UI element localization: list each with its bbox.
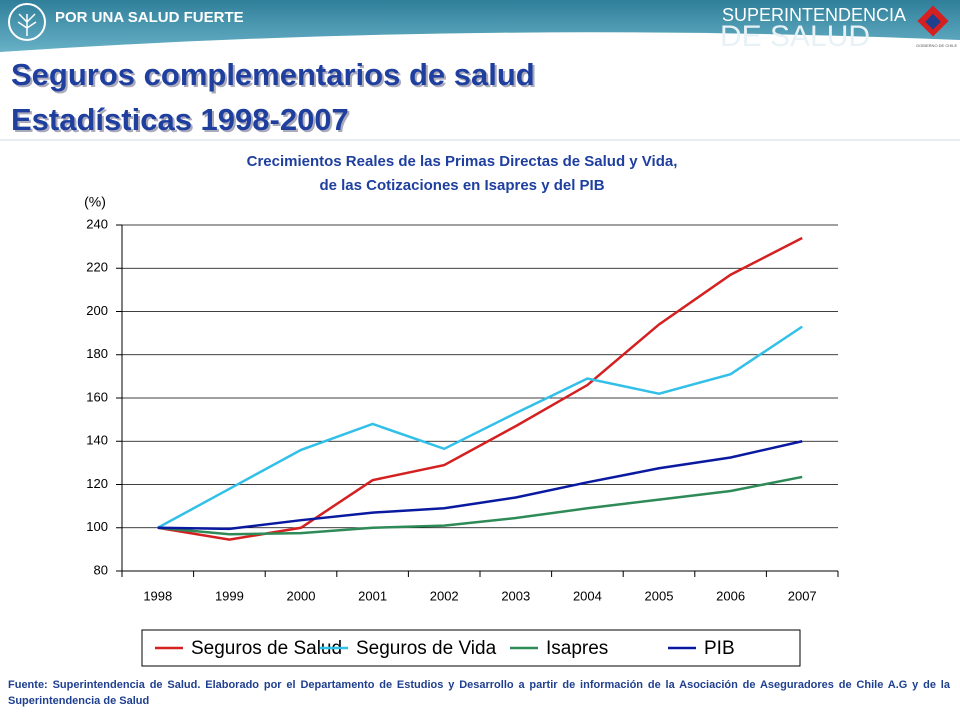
x-tick-label: 2006 [716,588,745,603]
y-tick-label: 200 [86,303,108,318]
y-tick-label: 100 [86,519,108,534]
tree-logo-branches [17,13,37,36]
y-axis-label: (%) [84,194,106,210]
title-line1: Seguros complementarios de salud [11,57,535,92]
title-shadow: Estadísticas 1998-2007 [13,104,351,139]
brand-line1: SUPERINTENDENCIA [722,5,906,25]
y-tick-label: 120 [86,476,108,491]
x-tick-label: 2002 [430,588,459,603]
y-tick-label: 80 [94,562,108,577]
y-tick-label: 220 [86,260,108,275]
x-tick-label: 1999 [215,588,244,603]
x-tick-label: 2004 [573,588,602,603]
y-tick-label: 140 [86,433,108,448]
x-tick-label: 2007 [788,588,817,603]
y-tick-label: 180 [86,346,108,361]
legend-label: Isapres [546,638,608,659]
brand-small: GOBIERNO DE CHILE [916,43,957,48]
y-tick-label: 240 [86,216,108,231]
footnote: Fuente: Superintendencia de Salud. Elabo… [8,679,950,707]
x-tick-label: 1998 [143,588,172,603]
legend-label: PIB [704,638,735,659]
x-tick-label: 2005 [645,588,674,603]
series-line [157,325,803,529]
chart-title: Crecimientos Reales de las Primas Direct… [247,153,678,170]
y-tick-label: 160 [86,389,108,404]
legend-label: Seguros de Salud [191,638,342,659]
brand-line2: DE SALUD [720,20,870,53]
title-shadow: Seguros complementarios de salud [13,59,537,94]
legend-label: Seguros de Vida [356,638,497,659]
x-tick-label: 2003 [501,588,530,603]
series-line [157,475,803,536]
banner-swoosh [0,32,960,58]
series-line [157,440,803,531]
chart-title: de las Cotizaciones en Isapres y del PIB [319,177,604,194]
title-line2: Estadísticas 1998-2007 [11,102,349,137]
x-tick-label: 2000 [287,588,316,603]
slogan: POR UNA SALUD FUERTE [55,9,244,26]
tree-logo [8,3,46,41]
x-tick-label: 2001 [358,588,387,603]
